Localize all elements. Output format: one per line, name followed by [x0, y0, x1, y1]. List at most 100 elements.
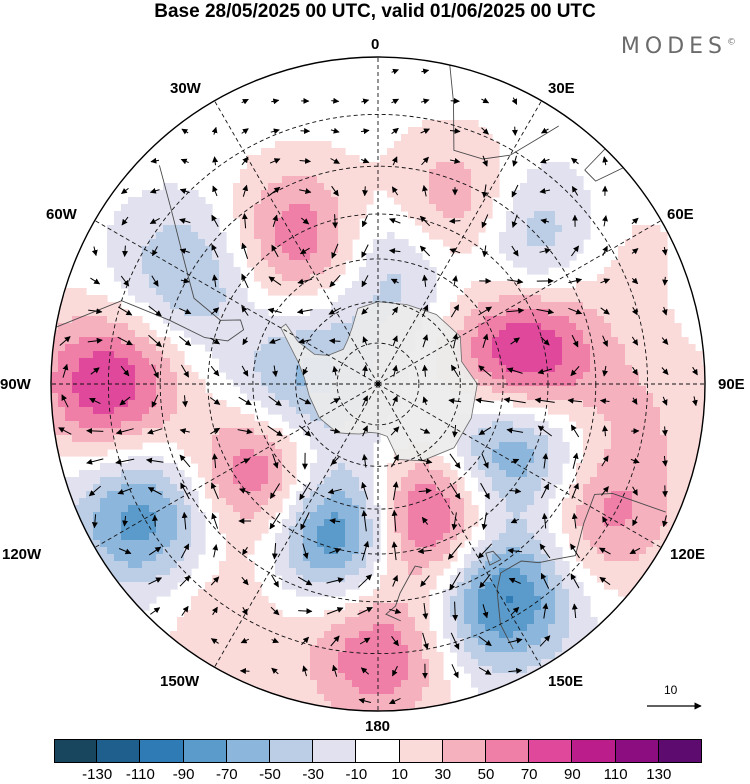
field-cell	[219, 631, 227, 639]
field-cell	[394, 141, 402, 149]
field-cell	[562, 169, 570, 177]
field-cell	[569, 407, 577, 415]
field-cell	[107, 260, 115, 268]
field-cell	[492, 302, 500, 310]
field-cell	[156, 386, 164, 394]
field-cell	[58, 351, 66, 359]
field-cell	[58, 449, 66, 457]
field-cell	[674, 358, 682, 366]
field-cell	[366, 526, 374, 534]
field-cell	[212, 288, 220, 296]
field-cell	[415, 512, 423, 520]
field-cell	[478, 652, 486, 660]
field-cell	[583, 393, 591, 401]
field-cell	[212, 582, 220, 590]
field-cell	[674, 435, 682, 443]
field-cell	[72, 323, 80, 331]
field-cell	[387, 617, 395, 625]
field-cell	[569, 246, 577, 254]
field-cell	[240, 323, 248, 331]
field-cell	[387, 176, 395, 184]
field-cell	[121, 386, 129, 394]
field-cell	[667, 477, 675, 485]
field-cell	[135, 386, 143, 394]
field-cell	[436, 477, 444, 485]
field-cell	[583, 358, 591, 366]
field-cell	[625, 288, 633, 296]
field-cell	[541, 169, 549, 177]
field-cell	[366, 183, 374, 191]
field-cell	[65, 505, 73, 513]
field-cell	[359, 197, 367, 205]
field-cell	[618, 246, 626, 254]
field-cell	[366, 435, 374, 443]
field-cell	[646, 519, 654, 527]
field-cell	[611, 449, 619, 457]
field-cell	[618, 575, 626, 583]
field-cell	[303, 526, 311, 534]
field-cell	[170, 435, 178, 443]
field-cell	[513, 435, 521, 443]
field-cell	[457, 302, 465, 310]
field-cell	[429, 631, 437, 639]
field-cell	[576, 645, 584, 653]
field-cell	[345, 288, 353, 296]
field-cell	[247, 421, 255, 429]
field-cell	[422, 652, 430, 660]
field-cell	[79, 491, 87, 499]
field-cell	[667, 463, 675, 471]
field-cell	[590, 428, 598, 436]
field-cell	[639, 533, 647, 541]
field-cell	[198, 589, 206, 597]
field-cell	[499, 232, 507, 240]
field-cell	[135, 407, 143, 415]
field-cell	[415, 463, 423, 471]
field-cell	[373, 603, 381, 611]
field-cell	[555, 659, 563, 667]
field-cell	[520, 603, 528, 611]
field-cell	[464, 337, 472, 345]
field-cell	[345, 526, 353, 534]
field-cell	[331, 575, 339, 583]
field-cell	[58, 365, 66, 373]
field-cell	[485, 547, 493, 555]
field-cell	[177, 379, 185, 387]
field-cell	[534, 358, 542, 366]
field-cell	[289, 239, 297, 247]
field-cell	[268, 456, 276, 464]
field-cell	[107, 358, 115, 366]
field-cell	[457, 162, 465, 170]
field-cell	[163, 435, 171, 443]
field-cell	[331, 162, 339, 170]
field-cell	[184, 316, 192, 324]
field-cell	[471, 561, 479, 569]
field-cell	[429, 274, 437, 282]
field-cell	[485, 435, 493, 443]
field-cell	[352, 449, 360, 457]
field-cell	[639, 491, 647, 499]
field-cell	[219, 596, 227, 604]
field-cell	[422, 134, 430, 142]
field-cell	[513, 197, 521, 205]
field-cell	[310, 568, 318, 576]
field-cell	[107, 512, 115, 520]
field-cell	[100, 526, 108, 534]
field-cell	[93, 372, 101, 380]
field-cell	[548, 477, 556, 485]
field-cell	[303, 624, 311, 632]
field-cell	[268, 645, 276, 653]
field-cell	[58, 414, 66, 422]
field-cell	[450, 477, 458, 485]
field-cell	[562, 393, 570, 401]
field-cell	[422, 120, 430, 128]
field-cell	[275, 505, 283, 513]
field-cell	[163, 526, 171, 534]
field-cell	[303, 148, 311, 156]
field-cell	[359, 295, 367, 303]
field-cell	[219, 239, 227, 247]
field-cell	[289, 351, 297, 359]
field-cell	[219, 470, 227, 478]
field-cell	[275, 624, 283, 632]
field-cell	[233, 519, 241, 527]
field-cell	[534, 260, 542, 268]
